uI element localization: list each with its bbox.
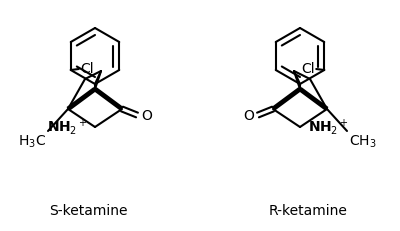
Text: Cl: Cl — [302, 62, 315, 76]
Text: S-ketamine: S-ketamine — [49, 203, 127, 217]
Text: O: O — [141, 109, 152, 122]
Text: O: O — [243, 109, 254, 122]
Text: NH$_2$$^+$: NH$_2$$^+$ — [308, 116, 348, 136]
Text: R-ketamine: R-ketamine — [268, 203, 348, 217]
Text: CH$_3$: CH$_3$ — [349, 134, 377, 150]
Text: NH$_2$$^+$: NH$_2$$^+$ — [47, 116, 87, 136]
Text: Cl: Cl — [80, 62, 93, 76]
Text: H$_3$C: H$_3$C — [18, 134, 46, 150]
